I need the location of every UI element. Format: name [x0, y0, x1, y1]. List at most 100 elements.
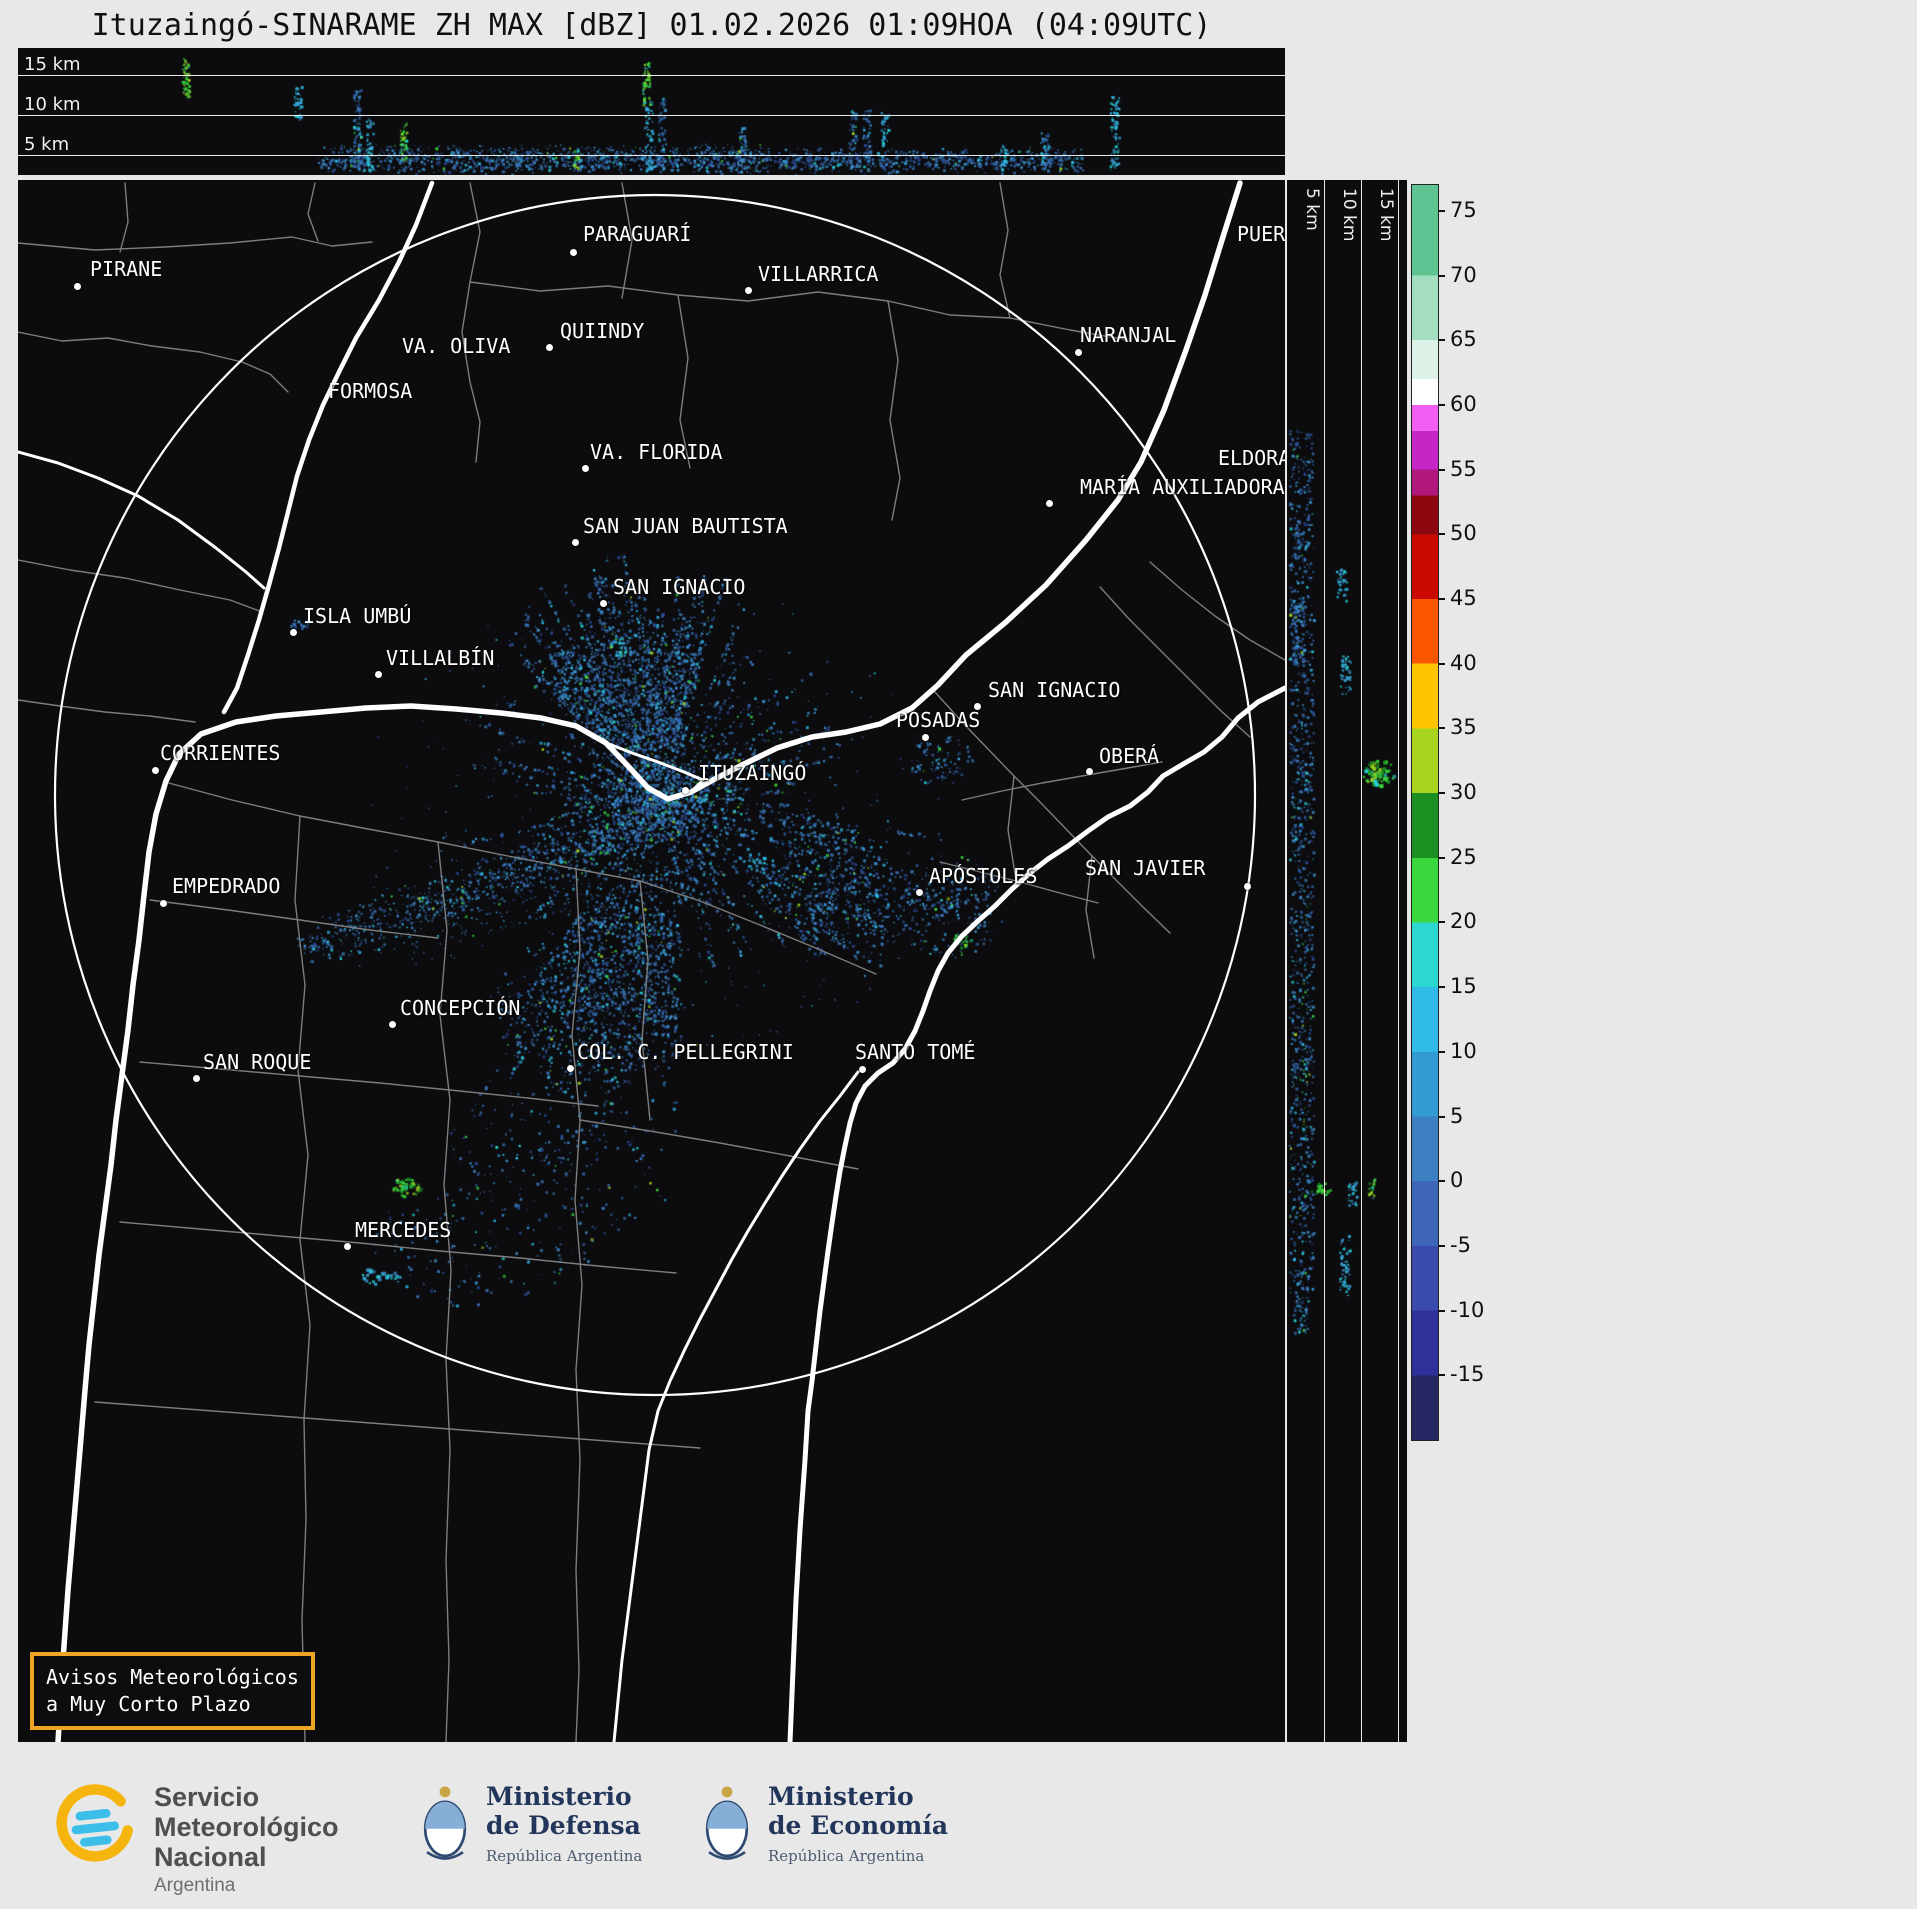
colorbar-tick-label: 65: [1450, 327, 1477, 352]
admin-border-line: [18, 699, 196, 723]
warning-line-2: a Muy Corto Plazo: [46, 1692, 251, 1716]
colorbar-tick-label: 25: [1450, 844, 1477, 869]
right-profile-echo-canvas: [1287, 180, 1407, 1742]
city-dot: [974, 703, 981, 710]
altitude-tick-label: 10 km: [1339, 188, 1359, 242]
admin-border-line: [461, 182, 481, 463]
admin-border-line: [139, 1061, 599, 1107]
city-label: SAN IGNACIO: [613, 575, 746, 599]
ministry-defensa-line-1: Ministerio: [486, 1782, 632, 1811]
admin-border-line: [639, 880, 877, 975]
city-label: VILLARRICA: [758, 262, 879, 286]
admin-border-line: [1149, 561, 1285, 661]
colorbar-tick-mark: [1438, 1050, 1445, 1053]
colorbar-tick-mark: [1438, 662, 1445, 665]
admin-border-line: [18, 331, 289, 393]
ministry-economia-line-2: de Economía: [768, 1811, 949, 1840]
footer: Servicio Meteorológico Nacional Argentin…: [0, 1742, 1917, 1909]
colorbar-tick-label: 40: [1450, 650, 1477, 675]
admin-border-line: [437, 841, 452, 1742]
admin-border-line: [94, 1401, 701, 1449]
colorbar-tick-label: 70: [1450, 262, 1477, 287]
city-dot: [193, 1075, 200, 1082]
altitude-gridline: [18, 75, 1285, 76]
city-dot: [290, 629, 297, 636]
altitude-gridline: [18, 155, 1285, 156]
city-label: POSADAS: [896, 708, 981, 732]
admin-border-line: [164, 781, 641, 882]
admin-border-line: [571, 868, 583, 1742]
colorbar-tick-mark: [1438, 209, 1445, 212]
admin-border-line: [639, 880, 651, 1121]
city-label: VILLALBÍN: [386, 646, 495, 670]
city-dot: [682, 787, 689, 794]
city-label: SAN JUAN BAUTISTA: [583, 514, 788, 538]
city-label: NARANJAL: [1080, 323, 1177, 347]
river-line: [612, 1070, 860, 1742]
top-profile-echo-canvas: [18, 48, 1285, 175]
warning-line-1: Avisos Meteorológicos: [46, 1665, 299, 1689]
range-ring: [53, 193, 1257, 1397]
city-dot: [572, 539, 579, 546]
admin-border-line: [18, 559, 263, 613]
colorbar-tick-mark: [1438, 468, 1445, 471]
city-label: MARÍA AUXILIADORA: [1080, 475, 1285, 499]
river-line: [221, 180, 435, 715]
admin-border-line: [149, 899, 439, 939]
basemap-overlay: [18, 180, 1285, 1742]
city-label: APÓSTOLES: [929, 864, 1038, 888]
city-dot: [922, 734, 929, 741]
admin-border-line: [999, 182, 1011, 319]
colorbar-tick-label: 75: [1450, 197, 1477, 222]
colorbar-tick-mark: [1438, 727, 1445, 730]
city-label: ITUZAINGÓ: [698, 761, 807, 785]
admin-border-line: [579, 1119, 859, 1170]
colorbar-tick-mark: [1438, 1180, 1445, 1183]
ministry-defensa-brand: Ministerio de Defensa República Argentin…: [418, 1782, 642, 1867]
city-label: SAN IGNACIO: [988, 678, 1121, 702]
city-dot: [1046, 500, 1053, 507]
admin-border-line: [119, 1221, 677, 1274]
colorbar-tick-label: 15: [1450, 974, 1477, 999]
vertical-profile-top-panel: 15 km 10 km 5 km: [18, 48, 1285, 175]
altitude-tick-label: 5 km: [24, 134, 70, 155]
admin-border-line: [887, 300, 1129, 341]
city-dot: [389, 1021, 396, 1028]
colorbar-tick-label: 0: [1450, 1168, 1464, 1193]
altitude-tick-label: 5 km: [1302, 188, 1322, 231]
admin-border-line: [294, 815, 311, 1742]
city-dot: [344, 1243, 351, 1250]
colorbar-tick-mark: [1438, 598, 1445, 601]
city-dot: [570, 249, 577, 256]
city-label: PARAGUARÍ: [583, 222, 692, 246]
city-label: SAN ROQUE: [203, 1050, 312, 1074]
admin-border-line: [1007, 775, 1017, 881]
product-title: Ituzaingó-SINARAME ZH MAX [dBZ] 01.02.20…: [91, 8, 1212, 43]
colorbar-tick-label: 20: [1450, 909, 1477, 934]
colorbar-tick-label: 45: [1450, 586, 1477, 611]
colorbar-tick-mark: [1438, 274, 1445, 277]
argentina-crest-icon: [418, 1782, 472, 1867]
smn-name-line-1: Servicio: [154, 1782, 260, 1812]
admin-border-line: [1099, 586, 1251, 738]
city-label: VA. OLIVA: [402, 334, 511, 358]
city-dot: [375, 671, 382, 678]
ministry-defensa-line-2: de Defensa: [486, 1811, 641, 1840]
city-label: MERCEDES: [355, 1218, 452, 1242]
ministry-defensa-sub: República Argentina: [486, 1847, 643, 1865]
city-label: CORRIENTES: [160, 741, 281, 765]
reflectivity-colorbar: [1411, 184, 1439, 1441]
admin-border-line: [677, 294, 691, 469]
city-label: VA. FLORIDA: [590, 440, 723, 464]
admin-border-line: [934, 691, 1171, 934]
river-line: [602, 740, 705, 793]
colorbar-tick-mark: [1438, 533, 1445, 536]
admin-border-line: [621, 182, 633, 299]
colorbar-tick-label: 30: [1450, 780, 1477, 805]
admin-border-line: [307, 182, 319, 242]
city-dot: [916, 889, 923, 896]
colorbar-tick-mark: [1438, 921, 1445, 924]
colorbar-tick-mark: [1438, 986, 1445, 989]
smn-logo-icon: [52, 1782, 140, 1874]
city-dot: [546, 344, 553, 351]
